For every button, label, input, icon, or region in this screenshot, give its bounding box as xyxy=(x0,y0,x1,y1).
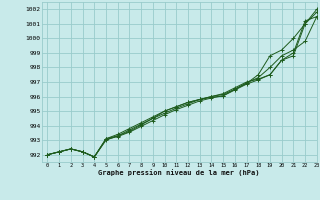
X-axis label: Graphe pression niveau de la mer (hPa): Graphe pression niveau de la mer (hPa) xyxy=(99,170,260,176)
